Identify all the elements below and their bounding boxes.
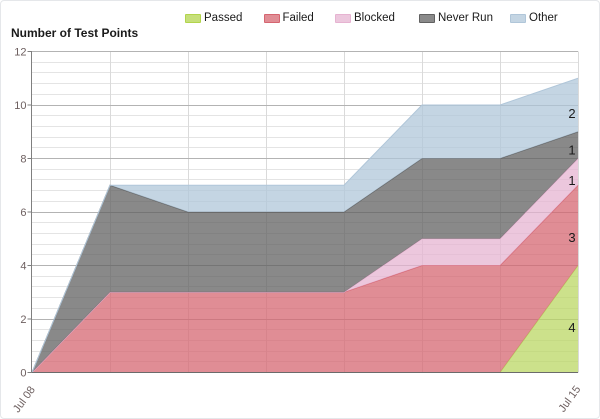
svg-text:4: 4 (568, 320, 575, 335)
svg-text:1: 1 (568, 173, 575, 188)
svg-text:8: 8 (20, 154, 26, 166)
svg-text:3: 3 (568, 230, 575, 245)
svg-text:6: 6 (20, 207, 26, 219)
svg-text:Jul 08: Jul 08 (11, 384, 38, 415)
svg-text:1: 1 (568, 142, 575, 157)
svg-text:0: 0 (20, 368, 26, 380)
svg-text:2: 2 (568, 106, 575, 121)
svg-text:10: 10 (14, 100, 26, 112)
svg-text:4: 4 (20, 261, 26, 273)
svg-text:2: 2 (20, 314, 26, 326)
svg-text:12: 12 (14, 47, 26, 59)
svg-text:Jul 15: Jul 15 (556, 384, 583, 415)
